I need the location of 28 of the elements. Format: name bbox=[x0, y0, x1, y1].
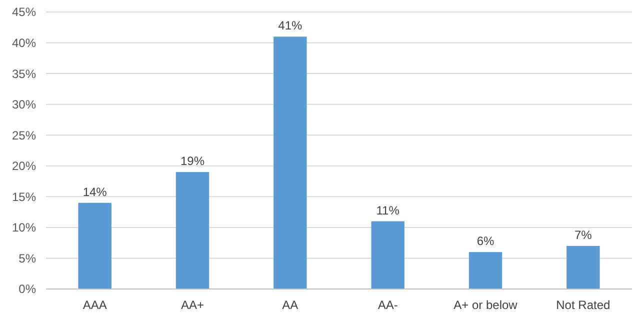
y-tick-label: 45% bbox=[12, 5, 36, 20]
y-tick-label: 20% bbox=[12, 159, 36, 174]
y-tick-label: 35% bbox=[12, 66, 36, 81]
x-tick-label: A+ or below bbox=[454, 298, 518, 312]
bar bbox=[274, 36, 307, 289]
y-tick-label: 5% bbox=[18, 251, 36, 266]
data-label: 41% bbox=[278, 18, 302, 33]
x-tick-label: AA+ bbox=[180, 298, 204, 312]
bar bbox=[566, 246, 600, 289]
y-tick-label: 0% bbox=[18, 282, 36, 296]
x-tick-label: AA bbox=[282, 298, 298, 312]
y-tick-label: 25% bbox=[12, 128, 36, 142]
data-label: 11% bbox=[376, 203, 400, 218]
x-tick-label: AAA bbox=[82, 298, 107, 312]
y-tick-label: 10% bbox=[12, 220, 36, 235]
data-label: 7% bbox=[574, 228, 592, 242]
data-label: 19% bbox=[180, 154, 205, 168]
bar bbox=[371, 221, 404, 289]
data-label: 6% bbox=[476, 234, 494, 248]
x-tick-label: AA- bbox=[378, 298, 398, 312]
y-tick-label: 30% bbox=[12, 98, 36, 112]
x-tick-label: Not Rated bbox=[556, 298, 610, 312]
y-tick-label: 15% bbox=[12, 190, 36, 204]
bar bbox=[78, 202, 112, 289]
bar bbox=[176, 172, 210, 289]
data-label: 14% bbox=[82, 184, 108, 199]
bar bbox=[468, 252, 502, 289]
y-tick-label: 40% bbox=[12, 36, 36, 50]
